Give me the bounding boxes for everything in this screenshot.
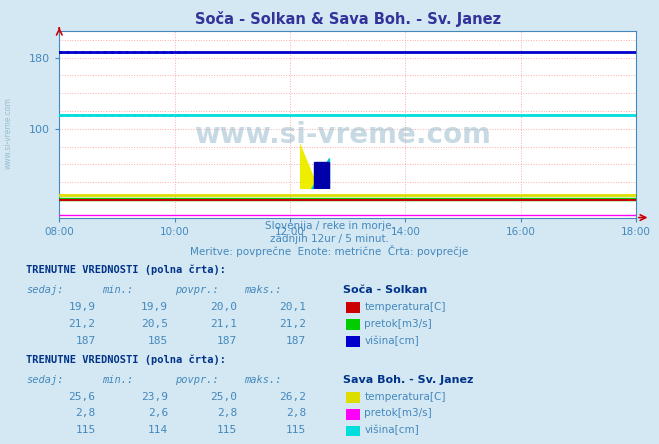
Text: pretok[m3/s]: pretok[m3/s] — [364, 408, 432, 419]
Text: 114: 114 — [148, 425, 168, 436]
Text: Slovenija / reke in morje.: Slovenija / reke in morje. — [264, 221, 395, 231]
Text: 187: 187 — [217, 336, 237, 346]
Text: 26,2: 26,2 — [279, 392, 306, 402]
Text: višina[cm]: višina[cm] — [364, 425, 419, 436]
Text: povpr.:: povpr.: — [175, 375, 218, 385]
Text: maks.:: maks.: — [244, 285, 281, 295]
Text: 2,8: 2,8 — [75, 408, 96, 419]
Title: Soča - Solkan & Sava Boh. - Sv. Janez: Soča - Solkan & Sava Boh. - Sv. Janez — [194, 11, 501, 27]
Text: maks.:: maks.: — [244, 375, 281, 385]
Text: Sava Boh. - Sv. Janez: Sava Boh. - Sv. Janez — [343, 375, 473, 385]
Text: 115: 115 — [286, 425, 306, 436]
Text: sedaj:: sedaj: — [26, 375, 64, 385]
Text: 25,6: 25,6 — [69, 392, 96, 402]
Text: zadnjih 12ur / 5 minut.: zadnjih 12ur / 5 minut. — [270, 234, 389, 244]
Text: Meritve: povprečne  Enote: metrične  Črta: povprečje: Meritve: povprečne Enote: metrične Črta:… — [190, 245, 469, 258]
Polygon shape — [314, 162, 329, 189]
Text: 19,9: 19,9 — [141, 302, 168, 312]
Text: 2,6: 2,6 — [148, 408, 168, 419]
Text: 25,0: 25,0 — [210, 392, 237, 402]
Text: 21,2: 21,2 — [69, 319, 96, 329]
Text: pretok[m3/s]: pretok[m3/s] — [364, 319, 432, 329]
Text: 20,5: 20,5 — [141, 319, 168, 329]
Text: min.:: min.: — [102, 375, 133, 385]
Text: povpr.:: povpr.: — [175, 285, 218, 295]
Text: 21,2: 21,2 — [279, 319, 306, 329]
Text: TRENUTNE VREDNOSTI (polna črta):: TRENUTNE VREDNOSTI (polna črta): — [26, 354, 226, 365]
Text: 2,8: 2,8 — [286, 408, 306, 419]
Text: 187: 187 — [75, 336, 96, 346]
Text: 20,1: 20,1 — [279, 302, 306, 312]
Text: www.si-vreme.com: www.si-vreme.com — [3, 97, 13, 169]
Text: 19,9: 19,9 — [69, 302, 96, 312]
Text: 20,0: 20,0 — [210, 302, 237, 312]
Text: min.:: min.: — [102, 285, 133, 295]
Text: www.si-vreme.com: www.si-vreme.com — [194, 121, 491, 150]
Text: TRENUTNE VREDNOSTI (polna črta):: TRENUTNE VREDNOSTI (polna črta): — [26, 265, 226, 275]
Polygon shape — [300, 144, 318, 189]
Polygon shape — [311, 158, 329, 189]
Text: 2,8: 2,8 — [217, 408, 237, 419]
Text: višina[cm]: višina[cm] — [364, 335, 419, 346]
Text: temperatura[C]: temperatura[C] — [364, 302, 446, 312]
Text: 115: 115 — [75, 425, 96, 436]
Text: 23,9: 23,9 — [141, 392, 168, 402]
Text: sedaj:: sedaj: — [26, 285, 64, 295]
Text: Soča - Solkan: Soča - Solkan — [343, 285, 427, 295]
Text: 21,1: 21,1 — [210, 319, 237, 329]
Text: 185: 185 — [148, 336, 168, 346]
Text: 187: 187 — [286, 336, 306, 346]
Text: 115: 115 — [217, 425, 237, 436]
Text: temperatura[C]: temperatura[C] — [364, 392, 446, 402]
